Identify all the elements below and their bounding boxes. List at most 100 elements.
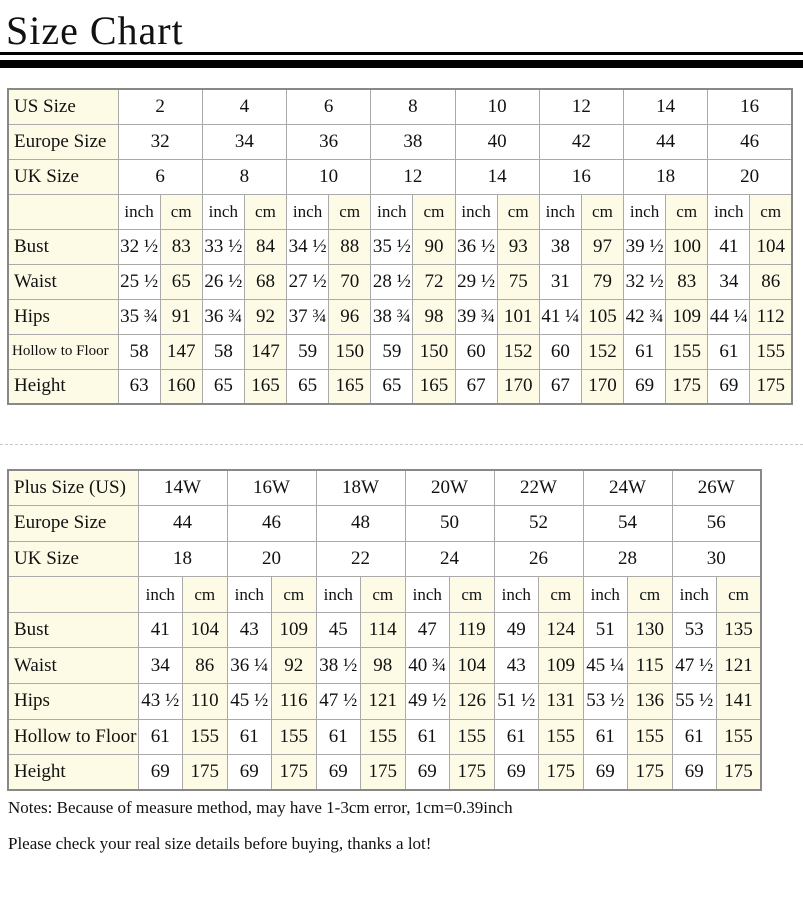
unit-cm: cm [328,193,372,230]
size-cell-eu: 56 [671,505,762,542]
bust-cm-cell: 88 [328,228,372,265]
bust-cm-cell: 104 [182,611,228,649]
bust-inch-cell: 51 [582,611,628,649]
bust-cm-cell: 93 [496,228,540,265]
size-cell-us: 8 [370,88,456,125]
size-cell-us: 4 [201,88,288,125]
unit-cm: cm [449,576,495,613]
hips-inch-cell: 55 ½ [671,683,717,720]
waist-inch-cell: 34 [137,647,183,685]
hollow-inch-cell: 60 [454,333,498,370]
height-cm-cell: 175 [716,754,762,791]
height-cm-cell: 175 [538,754,584,791]
height-cm-cell: 175 [749,368,793,405]
hollow-cm-cell: 152 [580,333,625,370]
bust-inch-cell: 45 [315,611,361,649]
waist-cm-cell: 109 [538,647,584,685]
table-row-us: Plus Size (US) 14W 16W 18W 20W 22W 24W 26W [7,469,762,507]
size-cell-uk: 18 [622,158,709,195]
unit-cm: cm [580,193,625,230]
unit-inch: inch [315,576,361,613]
waist-cm-cell: 68 [243,263,288,300]
unit-inch: inch [622,193,667,230]
unit-inch: inch [582,576,628,613]
row-label-us: US Size [7,88,119,125]
table-row-waist: Waist 25 ½ 65 26 ½ 68 27 ½ 70 28 ½ 72 29 ½ 75 31 79 3… [7,263,793,300]
table-row-us: US Size 2 4 6 8 10 12 14 16 [7,88,793,125]
unit-inch: inch [538,193,582,230]
hollow-cm-cell: 155 [665,333,709,370]
waist-cm-cell: 70 [328,263,372,300]
height-cm-cell: 165 [328,368,372,405]
row-label-waist: Waist [7,647,139,685]
hips-cm-cell: 105 [580,298,625,335]
height-cm-cell: 175 [271,754,317,791]
height-cm-cell: 175 [182,754,228,791]
waist-inch-cell: 32 ½ [622,263,667,300]
table-row-uk: UK Size 18 20 22 24 26 28 30 [7,540,762,578]
hollow-inch-cell: 58 [201,333,245,370]
hollow-inch-cell: 61 [622,333,667,370]
waist-inch-cell: 29 ½ [454,263,498,300]
waist-cm-cell: 115 [627,647,673,685]
unit-cm: cm [412,193,456,230]
size-cell-us: 18W [315,469,406,507]
hips-cm-cell: 92 [243,298,288,335]
size-cell-eu: 44 [622,123,709,160]
unit-cm: cm [243,193,288,230]
hips-cm-cell: 110 [182,683,228,720]
hips-inch-cell: 37 ¾ [285,298,330,335]
waist-cm-cell: 86 [182,647,228,685]
unit-inch: inch [404,576,450,613]
waist-cm-cell: 79 [580,263,625,300]
size-cell-us: 20W [404,469,495,507]
unit-cm: cm [360,576,406,613]
hollow-inch-cell: 61 [404,718,450,756]
unit-cm: cm [496,193,540,230]
height-inch-cell: 69 [315,754,361,791]
hollow-cm-cell: 155 [627,718,673,756]
hips-cm-cell: 112 [749,298,793,335]
size-cell-uk: 16 [538,158,625,195]
hollow-cm-cell: 150 [412,333,456,370]
hollow-cm-cell: 152 [496,333,540,370]
table-row-units: inch cm inch cm inch cm inch cm inch cm inch cm inch… [7,193,793,230]
page-title: Size Chart [6,8,184,53]
waist-inch-cell: 45 ¼ [582,647,628,685]
size-cell-us: 14W [137,469,228,507]
hips-inch-cell: 39 ¾ [454,298,498,335]
waist-inch-cell: 40 ¾ [404,647,450,685]
waist-inch-cell: 34 [707,263,751,300]
hollow-inch-cell: 61 [582,718,628,756]
row-label-hips: Hips [7,683,139,720]
bust-inch-cell: 38 [538,228,582,265]
unit-cm: cm [271,576,317,613]
hollow-inch-cell: 60 [538,333,582,370]
hollow-cm-cell: 147 [243,333,288,370]
waist-inch-cell: 26 ½ [201,263,245,300]
hollow-cm-cell: 150 [328,333,372,370]
note-check-size: Please check your real size details befo… [8,834,432,853]
waist-cm-cell: 98 [360,647,406,685]
bust-cm-cell: 119 [449,611,495,649]
size-cell-us: 10 [454,88,540,125]
table-row-height: Height 63 160 65 165 65 165 65 165 67 170 67 170 69 17… [7,368,793,405]
plus-size-table: Plus Size (US) 14W 16W 18W 20W 22W 24W 26W Europ… [7,469,762,792]
size-cell-us: 22W [493,469,584,507]
unit-inch: inch [137,576,183,613]
hollow-inch-cell: 59 [285,333,330,370]
hollow-cm-cell: 147 [159,333,203,370]
row-label-bust: Bust [7,611,139,649]
bust-inch-cell: 41 [707,228,751,265]
size-cell-eu: 46 [226,505,317,542]
bust-inch-cell: 35 ½ [370,228,414,265]
hollow-cm-cell: 155 [449,718,495,756]
unit-inch: inch [671,576,717,613]
hips-inch-cell: 47 ½ [315,683,361,720]
hips-inch-cell: 38 ¾ [370,298,414,335]
hollow-inch-cell: 61 [137,718,183,756]
bust-inch-cell: 47 [404,611,450,649]
height-cm-cell: 170 [496,368,540,405]
unit-inch: inch [454,193,498,230]
note-measure-error: Notes: Because of measure method, may ha… [8,798,513,817]
